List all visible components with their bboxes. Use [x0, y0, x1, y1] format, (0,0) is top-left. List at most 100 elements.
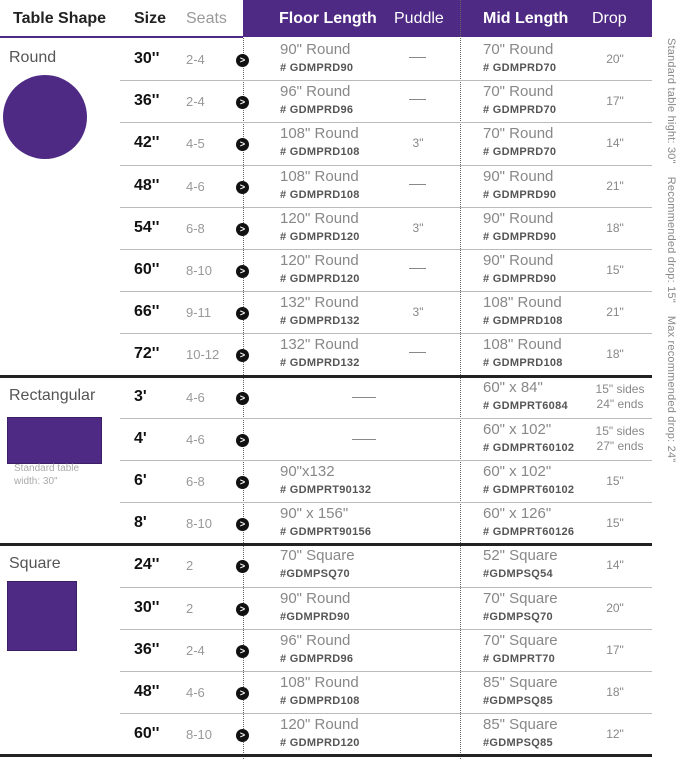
- drop: 20": [606, 600, 624, 615]
- puddle-none-dash: [409, 99, 426, 101]
- chevron-right-icon[interactable]: >: [236, 96, 249, 110]
- floor-length-sku: # GDMPRD120: [280, 230, 360, 243]
- drop: 17": [606, 642, 624, 657]
- chevron-right-icon[interactable]: >: [236, 349, 249, 363]
- mid-length-sku: #GDMPSQ54: [483, 568, 553, 581]
- chevron-right-icon[interactable]: >: [236, 644, 249, 658]
- drop: 14": [606, 558, 624, 573]
- row-divider: [120, 333, 652, 335]
- size: 54'': [134, 218, 160, 236]
- side-note-drop: Recommended drop: 15": [665, 176, 677, 303]
- mid-length-size: 60" x 84": [483, 378, 543, 396]
- mid-length-size: 60" x 102": [483, 420, 552, 438]
- mid-length-sku: #GDMPSQ85: [483, 695, 553, 707]
- mid-length-size: 60" x 126": [483, 505, 552, 523]
- mid-length-sku: # GDMPRD70: [483, 146, 557, 159]
- mid-length-size: 52" Square: [483, 547, 558, 565]
- mid-length-size: 90" Round: [483, 167, 554, 185]
- row-divider: [120, 122, 652, 124]
- header-seats: Seats: [186, 10, 227, 27]
- drop: 15": [606, 516, 624, 531]
- floor-length-size: 120" Round: [280, 209, 359, 227]
- chevron-right-icon[interactable]: >: [236, 54, 249, 67]
- floor-length-size: 120" Round: [280, 716, 359, 734]
- floor-length-sku: # GDMPRD132: [280, 315, 360, 328]
- rectangular-table-shape: [7, 416, 102, 464]
- puddle-none-dash: [409, 268, 426, 269]
- size: 3': [134, 387, 147, 405]
- chevron-right-icon[interactable]: >: [236, 180, 249, 194]
- seats: 8-10: [186, 727, 213, 743]
- drop: 18": [606, 220, 624, 235]
- chevron-right-icon[interactable]: >: [236, 729, 249, 743]
- floor-length-sku: # GDMPRD90: [280, 62, 354, 74]
- puddle-none-dash: [409, 183, 426, 185]
- floor-length-size: 90"x132: [280, 463, 335, 480]
- mid-length-sku: # GDMPRT60126: [483, 526, 575, 539]
- drop: 21": [606, 178, 624, 193]
- chevron-right-icon[interactable]: >: [236, 265, 249, 278]
- seats: 4-6: [186, 431, 205, 447]
- section-square: Square: [0, 544, 120, 755]
- side-note-height: Standard table hight: 30": [665, 38, 677, 164]
- mid-length-size: 70" Square: [483, 589, 558, 607]
- seats: 6-8: [186, 220, 205, 236]
- section-divider: [0, 754, 652, 758]
- mid-length-size: 70" Round: [483, 83, 554, 101]
- mid-length-sku: # GDMPRD70: [483, 104, 557, 117]
- drop: 14": [606, 136, 624, 151]
- mid-length-sku: # GDMPRT60102: [483, 484, 575, 496]
- floor-length-sku: # GDMPRD108: [280, 188, 360, 201]
- drop-ends: 27" ends: [596, 438, 644, 453]
- shape-label: Round: [9, 49, 57, 66]
- seats: 4-6: [186, 389, 205, 405]
- seats: 4-6: [186, 178, 205, 194]
- section-divider: [0, 543, 652, 547]
- row-divider: [120, 460, 652, 461]
- section-rectangular: Rectangular Standard table width: 30": [0, 376, 120, 545]
- shape-label: Rectangular: [9, 386, 96, 404]
- drop: 18": [606, 347, 624, 362]
- row-divider: [120, 417, 652, 419]
- chevron-right-icon[interactable]: >: [236, 222, 249, 236]
- mid-length-size: 108" Round: [483, 336, 562, 354]
- mid-length-sku: # GDMPRD70: [483, 62, 557, 74]
- size: 60'': [134, 261, 160, 278]
- side-note-max-drop: Max recommended drop: 24": [665, 315, 677, 463]
- mid-length-sku: # GDMPRT6084: [483, 399, 568, 412]
- floor-length-size: 96" Round: [280, 631, 351, 649]
- mid-length-size: 108" Round: [483, 294, 562, 312]
- floor-length-sku: # GDMPRD120: [280, 273, 360, 285]
- drop-sides: 15" sides: [595, 423, 645, 438]
- row-divider: [120, 206, 652, 208]
- row-divider: [120, 249, 652, 250]
- chevron-right-icon[interactable]: >: [236, 476, 249, 489]
- section-round: Round: [0, 38, 120, 376]
- header-mid-length: Mid Length: [483, 10, 569, 27]
- chevron-right-icon[interactable]: >: [236, 138, 249, 152]
- size: 42'': [134, 134, 160, 152]
- chevron-right-icon[interactable]: >: [236, 307, 249, 321]
- chevron-right-icon[interactable]: >: [236, 433, 249, 447]
- shape-label: Square: [9, 555, 61, 573]
- floor-length-size: 90" Round: [280, 589, 351, 607]
- size: 66'': [134, 303, 160, 321]
- floor-length-sku: # GDMPRD108: [280, 695, 360, 707]
- floor-length-size: 108" Round: [280, 167, 359, 185]
- section-divider: [0, 374, 652, 378]
- floor-length-size: 96" Round: [280, 83, 351, 101]
- row-divider: [120, 80, 652, 82]
- row-divider: [120, 713, 652, 715]
- chevron-right-icon[interactable]: >: [236, 518, 249, 532]
- floor-length-sku: #GDMPRD90: [280, 610, 350, 623]
- chevron-right-icon[interactable]: >: [236, 687, 249, 700]
- row-divider: [120, 164, 652, 166]
- floor-length-sku: # GDMPRD120: [280, 737, 360, 750]
- floor-length-size: 132" Round: [280, 294, 359, 312]
- chevron-right-icon[interactable]: >: [236, 560, 249, 574]
- floor-length-sku: # GDMPRD108: [280, 146, 360, 159]
- seats: 2-4: [186, 642, 205, 658]
- floor-length-sku: #GDMPSQ70: [280, 568, 350, 581]
- chevron-right-icon[interactable]: >: [236, 391, 249, 405]
- chevron-right-icon[interactable]: >: [236, 602, 249, 616]
